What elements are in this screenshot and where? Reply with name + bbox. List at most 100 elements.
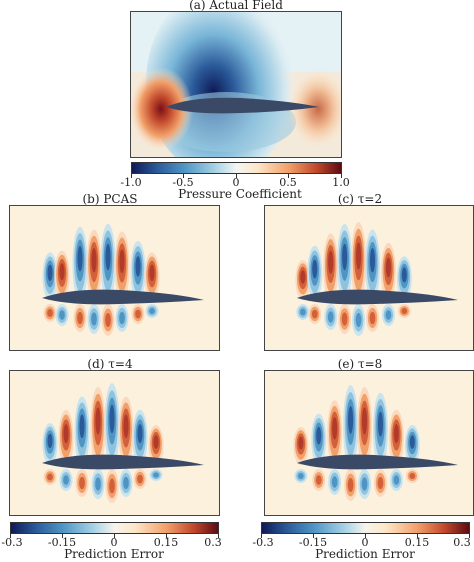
error-tick: -0.15 bbox=[298, 536, 328, 549]
pressure-tick: 0.5 bbox=[279, 176, 297, 189]
error-lobe bbox=[332, 417, 338, 440]
error-tick: 0.3 bbox=[453, 536, 471, 549]
pressure-colorbar bbox=[131, 162, 342, 174]
error-lobe bbox=[59, 263, 65, 281]
panel-c-title: (c) τ=2 bbox=[337, 192, 383, 206]
error-lobe bbox=[300, 270, 306, 284]
actual-field-plot bbox=[130, 11, 342, 158]
error-lobe bbox=[369, 247, 376, 273]
pcas-error-plot bbox=[9, 205, 220, 351]
error-lobe bbox=[79, 476, 85, 490]
panel-b-title: (b) PCAS bbox=[82, 192, 138, 206]
error-lobe bbox=[95, 477, 101, 491]
error-lobe bbox=[91, 247, 97, 273]
error-lobe bbox=[361, 477, 368, 491]
tau4-error-plot bbox=[9, 370, 220, 516]
error-lobe bbox=[137, 474, 143, 484]
pressure-tick: -0.5 bbox=[172, 176, 194, 189]
airfoil-shape bbox=[166, 97, 319, 114]
error-lobe bbox=[91, 312, 97, 326]
error-lobe bbox=[356, 242, 362, 270]
airfoil-shape bbox=[42, 454, 204, 470]
error-lobe bbox=[123, 476, 129, 490]
error-lobe bbox=[153, 435, 159, 449]
error-lobe bbox=[95, 407, 101, 435]
pcas-error-contour bbox=[10, 206, 219, 350]
error-lobe bbox=[123, 414, 129, 439]
error-colorbar-right-label: Prediction Error bbox=[315, 547, 415, 561]
error-lobe bbox=[77, 245, 83, 272]
pressure-colorbar-label: Pressure Coefficient bbox=[178, 187, 302, 201]
tau2-error-contour bbox=[265, 206, 473, 350]
error-lobe bbox=[63, 424, 69, 444]
error-lobe bbox=[327, 311, 334, 323]
error-lobe bbox=[105, 243, 111, 271]
error-lobe bbox=[311, 309, 318, 319]
error-lobe bbox=[342, 243, 348, 271]
error-tick: -0.3 bbox=[252, 536, 274, 549]
error-lobe bbox=[409, 472, 416, 480]
error-lobe bbox=[315, 475, 322, 485]
panel-a-title: (a) Actual Field bbox=[189, 0, 283, 12]
error-tick: -0.3 bbox=[1, 536, 23, 549]
pressure-tick: 1.0 bbox=[332, 176, 350, 189]
error-tick: -0.15 bbox=[47, 536, 77, 549]
error-lobe bbox=[77, 311, 83, 325]
error-lobe bbox=[109, 404, 115, 434]
error-lobe bbox=[393, 424, 399, 444]
error-lobe bbox=[297, 472, 304, 480]
error-lobe bbox=[135, 309, 141, 319]
error-lobe bbox=[331, 476, 338, 488]
error-tick: 0 bbox=[110, 536, 118, 549]
error-lobe bbox=[369, 311, 376, 325]
error-lobe bbox=[149, 307, 155, 315]
airfoil-shape bbox=[296, 454, 459, 470]
tau2-error-plot bbox=[264, 205, 474, 351]
error-lobe bbox=[377, 476, 384, 490]
error-lobe bbox=[63, 475, 69, 485]
error-lobe bbox=[385, 257, 391, 278]
error-lobe bbox=[47, 433, 53, 449]
error-lobe bbox=[312, 259, 318, 279]
pressure-tick: -1.0 bbox=[120, 176, 142, 189]
error-lobe bbox=[109, 478, 115, 494]
error-lobe bbox=[316, 426, 322, 445]
error-lobe bbox=[401, 307, 408, 315]
panel-e-title: (e) τ=8 bbox=[337, 357, 383, 371]
panel-d-title: (d) τ=4 bbox=[87, 357, 133, 371]
tau4-error-contour bbox=[10, 371, 219, 515]
error-lobe bbox=[79, 414, 85, 439]
error-lobe bbox=[135, 256, 141, 277]
actual-field-contour bbox=[131, 12, 341, 157]
error-tick: 0.3 bbox=[204, 536, 222, 549]
error-colorbar-right bbox=[261, 522, 470, 534]
error-lobe bbox=[119, 249, 125, 274]
tau8-error-plot bbox=[264, 370, 474, 516]
error-tick: 0.15 bbox=[153, 536, 179, 549]
error-lobe bbox=[328, 250, 334, 274]
tau8-error-contour bbox=[265, 371, 473, 515]
error-lobe bbox=[299, 308, 306, 316]
error-lobe bbox=[153, 472, 159, 478]
error-lobe bbox=[47, 473, 53, 481]
error-lobe bbox=[361, 407, 368, 435]
error-lobe bbox=[401, 267, 407, 283]
error-lobe bbox=[355, 312, 362, 328]
error-lobe bbox=[348, 406, 354, 434]
error-lobe bbox=[137, 424, 143, 444]
error-lobe bbox=[47, 264, 53, 281]
error-lobe bbox=[149, 264, 155, 281]
error-colorbar-left bbox=[10, 522, 219, 534]
error-lobe bbox=[377, 411, 383, 437]
error-lobe bbox=[385, 310, 392, 320]
error-lobe bbox=[105, 312, 111, 328]
error-lobe bbox=[47, 309, 53, 317]
error-lobe bbox=[298, 436, 304, 450]
airfoil-shape bbox=[42, 289, 204, 305]
error-lobe bbox=[341, 312, 348, 326]
error-lobe bbox=[347, 477, 354, 493]
error-colorbar-left-label: Prediction Error bbox=[64, 547, 164, 561]
error-tick: 0 bbox=[361, 536, 369, 549]
pressure-tick: 0 bbox=[232, 176, 240, 189]
error-lobe bbox=[119, 311, 125, 325]
